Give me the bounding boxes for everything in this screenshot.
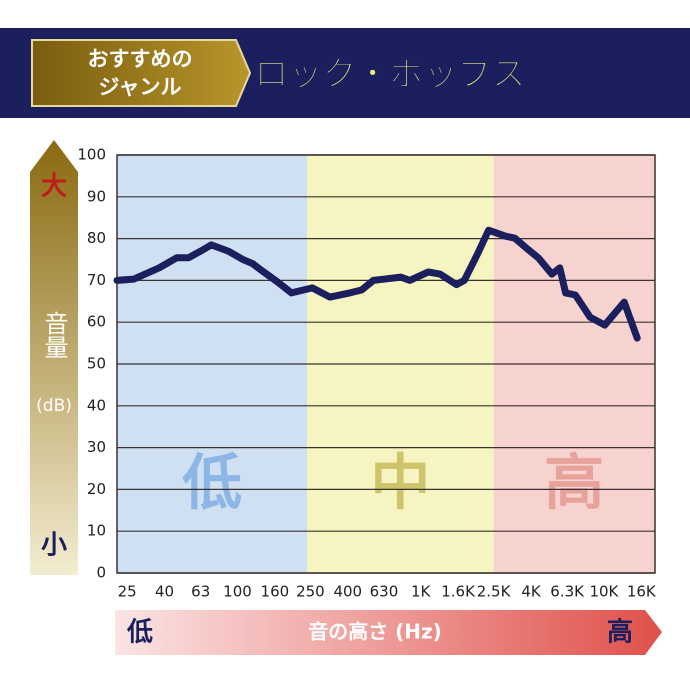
x-tick-label: 63 xyxy=(191,583,210,601)
x-tick-label: 10K xyxy=(589,583,619,601)
x-tick-label: 40 xyxy=(155,583,174,601)
x-tick-label: 1.6K xyxy=(441,583,476,601)
y-tick-label: 100 xyxy=(77,146,106,164)
x-tick-label: 25 xyxy=(118,583,137,601)
x-tick-label: 160 xyxy=(261,583,290,601)
y-tick-label: 10 xyxy=(87,522,106,540)
x-tick-label: 2.5K xyxy=(477,583,512,601)
genre-tag xyxy=(31,39,252,107)
x-label: 音の高さ (Hz) xyxy=(308,620,442,644)
region-label: 中 xyxy=(370,449,430,519)
y-tick-label: 20 xyxy=(87,480,106,498)
x-tick-label: 4K xyxy=(521,583,542,601)
region-label: 高 xyxy=(544,449,604,519)
y-low: 小 xyxy=(41,531,67,561)
y-tick-label: 50 xyxy=(87,355,106,373)
y-label: 音量 xyxy=(40,311,68,359)
plot: 低 中 高 0 10 20 30 40 50 60 70 80 90 100 25 40 63 100 160 250… xyxy=(77,146,657,601)
x-tick-label: 1K xyxy=(411,583,432,601)
y-tick-label: 70 xyxy=(87,271,106,289)
y-tick-label: 60 xyxy=(87,313,106,331)
y-unit: (dB) xyxy=(36,396,72,416)
genre: ロック・ポップス xyxy=(254,55,525,95)
y-high: 大 xyxy=(41,172,67,202)
y-tick-label: 90 xyxy=(87,187,106,205)
y-tick-label: 80 xyxy=(87,229,106,247)
x-tick-label: 630 xyxy=(370,583,399,601)
plot-border xyxy=(116,154,656,574)
x-tick-label: 16K xyxy=(627,583,657,601)
y-arrow xyxy=(30,140,78,575)
y-tick-label: 40 xyxy=(87,396,106,414)
x-tick-label: 100 xyxy=(223,583,252,601)
tag-line: おすすめの xyxy=(88,47,193,71)
y-tick-label: 0 xyxy=(96,564,106,582)
tag-line: ジャンル xyxy=(99,75,182,99)
region-label: 低 xyxy=(182,449,242,519)
x-tick-label: 6.3K xyxy=(550,583,585,601)
line xyxy=(113,226,641,342)
x-tick-label: 250 xyxy=(296,583,325,601)
y-tick-label: 30 xyxy=(87,438,106,456)
x-low: 低 xyxy=(126,618,153,648)
x-tick-label: 400 xyxy=(333,583,362,601)
x-arrow xyxy=(115,610,662,655)
x-high: 高 xyxy=(607,617,633,648)
